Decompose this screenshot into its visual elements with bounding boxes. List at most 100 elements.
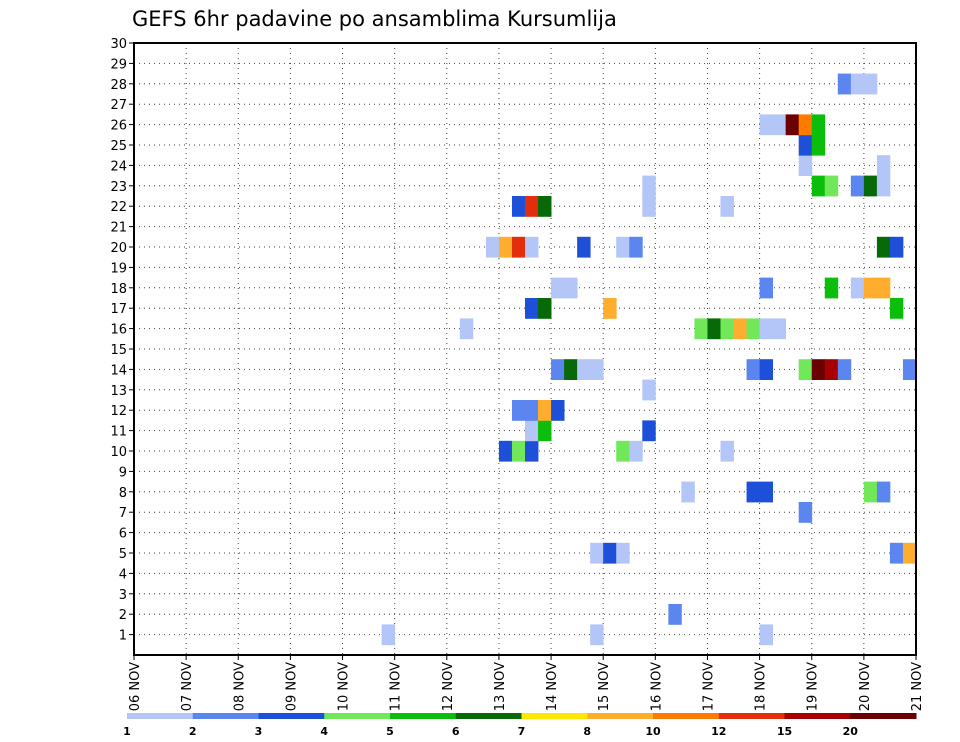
legend-swatch bbox=[784, 713, 851, 719]
x-tick-label: 20 NOV bbox=[858, 662, 873, 711]
y-tick-label: 4 bbox=[119, 567, 127, 582]
precipitation-cell bbox=[811, 114, 826, 136]
precipitation-cell bbox=[577, 359, 591, 380]
y-tick-label: 5 bbox=[119, 547, 127, 562]
precipitation-cell bbox=[511, 400, 526, 421]
legend-label: 1 bbox=[123, 725, 131, 738]
precipitation-cell bbox=[577, 236, 591, 258]
precipitation-cell bbox=[629, 236, 643, 258]
legend-label: 4 bbox=[320, 725, 328, 738]
precipitation-cell bbox=[720, 440, 734, 462]
legend-swatch bbox=[192, 713, 259, 719]
precipitation-cell bbox=[876, 236, 891, 258]
y-tick-label: 17 bbox=[110, 302, 127, 317]
precipitation-cell bbox=[485, 236, 500, 258]
precipitation-cell bbox=[798, 502, 813, 523]
precipitation-cell bbox=[863, 277, 878, 299]
legend-swatch bbox=[653, 713, 720, 719]
precipitation-cells bbox=[381, 73, 917, 646]
precipitation-cell bbox=[746, 481, 760, 503]
legend-label: 10 bbox=[645, 725, 661, 738]
precipitation-cell bbox=[798, 359, 813, 380]
precipitation-cell bbox=[525, 400, 539, 421]
y-tick-label: 24 bbox=[110, 159, 127, 174]
y-tick-label: 8 bbox=[119, 486, 127, 501]
y-tick-label: 26 bbox=[110, 119, 127, 134]
precipitation-cell bbox=[824, 277, 839, 299]
precipitation-cell bbox=[590, 542, 604, 564]
precipitation-cell bbox=[824, 175, 839, 197]
precipitation-cell bbox=[876, 481, 891, 503]
precipitation-cell bbox=[798, 155, 813, 176]
legend-label: 20 bbox=[843, 725, 859, 738]
precipitation-cell bbox=[538, 298, 552, 319]
y-tick-label: 28 bbox=[110, 78, 127, 93]
precipitation-cell bbox=[850, 277, 865, 299]
legend-label: 7 bbox=[518, 725, 526, 738]
precipitation-cell bbox=[642, 379, 656, 401]
precipitation-cell bbox=[525, 236, 539, 258]
y-tick-label: 2 bbox=[119, 608, 127, 623]
precipitation-cell bbox=[616, 440, 630, 462]
legend-label: 5 bbox=[386, 725, 394, 738]
precipitation-cell bbox=[459, 318, 474, 340]
precipitation-cell bbox=[511, 196, 526, 217]
precipitation-cell bbox=[720, 318, 734, 340]
precipitation-cell bbox=[642, 196, 656, 217]
y-tick-label: 12 bbox=[110, 404, 127, 419]
precipitation-cell bbox=[551, 359, 565, 380]
precipitation-cell bbox=[746, 318, 760, 340]
precipitation-cell bbox=[889, 236, 904, 258]
y-tick-label: 18 bbox=[110, 282, 127, 297]
y-tick-label: 1 bbox=[119, 629, 127, 644]
precipitation-cell bbox=[616, 236, 630, 258]
precipitation-cell bbox=[498, 236, 513, 258]
precipitation-cell bbox=[772, 318, 787, 340]
legend-label: 12 bbox=[711, 725, 726, 738]
precipitation-cell bbox=[759, 277, 774, 299]
precipitation-cell bbox=[876, 155, 891, 176]
precipitation-cell bbox=[824, 359, 839, 380]
precipitation-cell bbox=[759, 114, 774, 136]
precipitation-cell bbox=[759, 318, 774, 340]
precipitation-cell bbox=[525, 196, 539, 217]
precipitation-cell bbox=[525, 420, 539, 442]
y-tick-label: 22 bbox=[110, 200, 127, 215]
legend-label: 2 bbox=[189, 725, 197, 738]
y-tick-label: 23 bbox=[110, 180, 127, 195]
precipitation-cell bbox=[876, 175, 891, 197]
precipitation-cell bbox=[629, 440, 643, 462]
precipitation-cell bbox=[681, 481, 695, 503]
y-tick-label: 11 bbox=[110, 425, 127, 440]
x-tick-label: 12 NOV bbox=[441, 662, 456, 711]
x-tick-label: 17 NOV bbox=[701, 662, 716, 711]
legend-label: 3 bbox=[255, 725, 263, 738]
precipitation-cell bbox=[759, 359, 774, 380]
legend-swatch bbox=[455, 713, 522, 719]
precipitation-cell bbox=[564, 359, 578, 380]
legend-swatch bbox=[587, 713, 654, 719]
x-tick-label: 09 NOV bbox=[284, 662, 299, 711]
precipitation-cell bbox=[798, 134, 813, 156]
precipitation-cell bbox=[837, 359, 852, 380]
precipitation-cell bbox=[525, 298, 539, 319]
precipitation-cell bbox=[551, 400, 565, 421]
legend-swatch bbox=[324, 713, 391, 719]
x-tick-label: 15 NOV bbox=[597, 662, 612, 711]
x-tick-label: 11 NOV bbox=[389, 662, 404, 711]
x-tick-label: 06 NOV bbox=[128, 662, 143, 711]
precipitation-cell bbox=[798, 114, 813, 136]
precipitation-cell bbox=[889, 298, 904, 319]
y-tick-label: 14 bbox=[110, 363, 127, 378]
precipitation-cell bbox=[538, 420, 552, 442]
precipitation-cell bbox=[642, 175, 656, 197]
legend-swatch bbox=[127, 713, 194, 719]
x-tick-label: 19 NOV bbox=[806, 662, 821, 711]
y-tick-label: 10 bbox=[110, 445, 127, 460]
y-tick-label: 19 bbox=[110, 261, 127, 276]
precipitation-cell bbox=[525, 440, 539, 462]
legend-label: 15 bbox=[777, 725, 792, 738]
x-tick-label: 08 NOV bbox=[232, 662, 247, 711]
chart-title: GEFS 6hr padavine po ansamblima Kursumli… bbox=[132, 7, 617, 31]
